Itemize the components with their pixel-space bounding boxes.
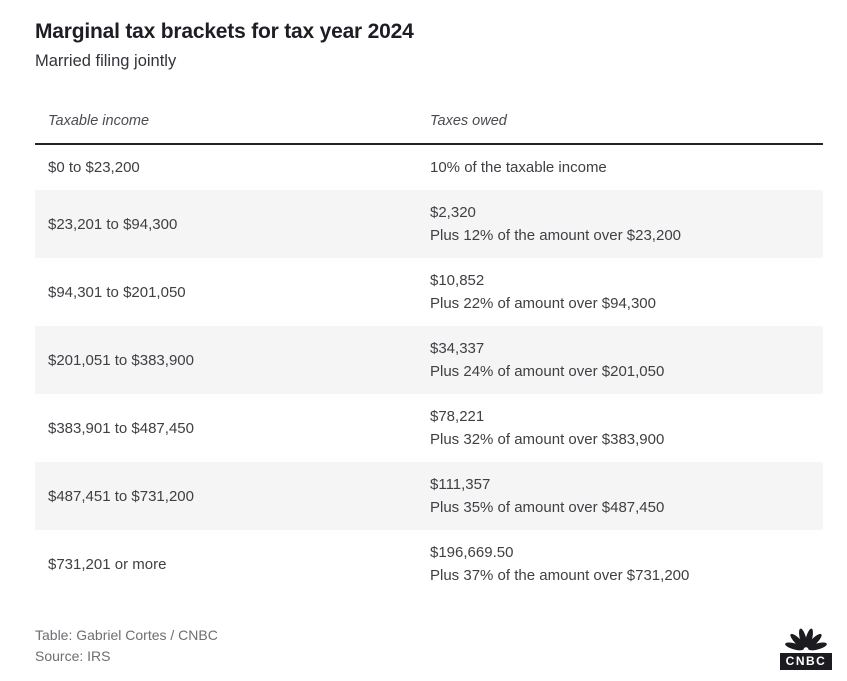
taxes-owed-line: $10,852 [430, 272, 485, 289]
taxable-income-cell: $487,451 to $731,200 [48, 487, 194, 505]
taxes-owed-cell: $78,221 Plus 32% of amount over $383,900 [417, 394, 823, 462]
footer: Table: Gabriel Cortes / CNBC Source: IRS… [35, 625, 832, 670]
table-row: $201,051 to $383,900 $34,337 Plus 24% of a… [35, 326, 823, 394]
taxes-owed-line: $2,320 [430, 204, 476, 221]
taxes-owed-line: 10% of the taxable income [430, 159, 607, 176]
cnbc-logo: CNBC [780, 625, 832, 670]
footer-credits: Table: Gabriel Cortes / CNBC Source: IRS [35, 625, 218, 667]
table-row: $0 to $23,200 10% of the taxable income [35, 144, 823, 190]
taxes-owed-cell: 10% of the taxable income [417, 144, 823, 190]
table-credit: Table: Gabriel Cortes / CNBC [35, 627, 218, 643]
cnbc-wordmark: CNBC [780, 653, 832, 670]
taxes-owed-cell: $10,852 Plus 22% of amount over $94,300 [417, 258, 823, 326]
page-subtitle: Married filing jointly [35, 52, 177, 70]
taxes-owed-line: Plus 24% of amount over $201,050 [430, 363, 665, 380]
taxes-owed-cell: $196,669.50 Plus 37% of the amount over $… [417, 530, 823, 598]
table-body: $0 to $23,200 10% of the taxable income $2… [35, 144, 823, 598]
cnbc-peacock-icon [785, 628, 827, 651]
taxable-income-cell: $94,301 to $201,050 [48, 283, 186, 301]
taxes-owed-line: $78,221 [430, 408, 485, 425]
page-title: Marginal tax brackets for tax year 2024 [35, 20, 414, 43]
taxable-income-cell: $23,201 to $94,300 [48, 215, 178, 233]
taxes-owed-line: Plus 32% of amount over $383,900 [430, 431, 665, 448]
table-row: $23,201 to $94,300 $2,320 Plus 12% of the … [35, 190, 823, 258]
taxes-owed-line: $196,669.50 [430, 544, 514, 561]
column-header-taxes-owed: Taxes owed [417, 112, 823, 145]
table-header: Taxable income Taxes owed [35, 112, 823, 145]
taxable-income-cell: $0 to $23,200 [48, 159, 140, 176]
table-row: $487,451 to $731,200 $111,357 Plus 35% of … [35, 462, 823, 530]
table-row: $94,301 to $201,050 $10,852 Plus 22% of am… [35, 258, 823, 326]
taxes-owed-line: Plus 37% of the amount over $731,200 [430, 567, 690, 584]
taxes-owed-cell: $2,320 Plus 12% of the amount over $23,20… [417, 190, 823, 258]
taxes-owed-line: Plus 35% of amount over $487,450 [430, 499, 665, 516]
taxable-income-cell: $201,051 to $383,900 [48, 351, 194, 369]
taxes-owed-line: Plus 12% of the amount over $23,200 [430, 227, 682, 244]
table-header-row: Taxable income Taxes owed [35, 112, 823, 145]
taxes-owed-line: $111,357 [430, 476, 491, 493]
taxes-owed-line: Plus 22% of amount over $94,300 [430, 295, 656, 312]
table-row: $731,201 or more $196,669.50 Plus 37% of t… [35, 530, 823, 598]
source-credit: Source: IRS [35, 648, 111, 664]
taxes-owed-cell: $34,337 Plus 24% of amount over $201,050 [417, 326, 823, 394]
taxes-owed-cell: $111,357 Plus 35% of amount over $487,450 [417, 462, 823, 530]
taxable-income-cell: $383,901 to $487,450 [48, 419, 194, 437]
column-header-taxable-income: Taxable income [35, 112, 417, 145]
tax-brackets-table: Taxable income Taxes owed $0 to $23,200 1… [35, 112, 823, 598]
taxes-owed-line: $34,337 [430, 340, 485, 357]
table-row: $383,901 to $487,450 $78,221 Plus 32% of a… [35, 394, 823, 462]
taxable-income-cell: $731,201 or more [48, 555, 167, 573]
